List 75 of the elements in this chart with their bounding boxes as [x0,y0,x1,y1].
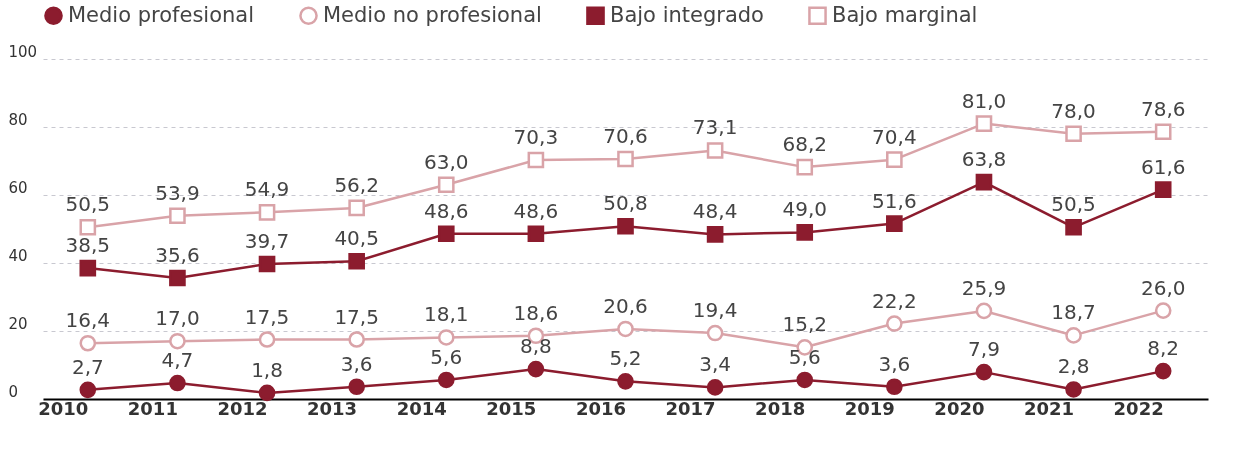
data-label: 63,0 [424,149,469,174]
x-tick-label: 2016 [575,397,626,419]
legend-label: Bajo marginal [832,2,978,27]
data-label: 4,7 [161,348,194,373]
data-label: 70,6 [603,123,648,148]
data-label: 5,6 [788,344,821,369]
data-label: 16,4 [65,308,111,333]
data-label: 50,8 [603,191,648,216]
data-label: 19,4 [692,298,738,323]
x-tick-label: 2012 [217,397,268,419]
data-label: 2,7 [71,354,104,379]
data-label: 17,5 [244,304,290,329]
data-label: 63,8 [961,147,1007,172]
x-tick-label: 2011 [127,397,178,419]
data-label: 68,2 [782,132,827,157]
data-label: 81,0 [961,88,1007,113]
x-tick-label: 2022 [1113,397,1164,419]
data-label: 53,9 [155,180,200,205]
data-label: 5,6 [430,344,463,369]
data-label: 54,9 [244,177,290,202]
data-label: 18,7 [1051,300,1096,325]
x-tick-label: 2015 [486,397,537,419]
data-label: 61,6 [1140,154,1186,179]
data-label: 73,1 [692,115,738,140]
data-label: 51,6 [872,188,917,213]
y-tick-label: 0 [8,382,19,401]
data-label: 48,4 [692,199,738,224]
data-label: 25,9 [961,275,1007,300]
data-label: 56,2 [334,172,379,197]
data-label: 70,4 [872,124,917,149]
data-label: 18,1 [424,302,469,327]
x-tick-label: 2013 [307,397,358,419]
data-label: 8,8 [519,334,552,359]
x-tick-label: 2017 [665,397,716,419]
data-label: 15,2 [782,312,827,337]
data-label: 49,0 [782,197,827,222]
data-label: 48,6 [424,198,469,223]
legend-label: Medio profesional [68,2,255,27]
data-label: 35,6 [155,242,200,267]
x-tick-label: 2010 [38,397,89,419]
data-label: 70,3 [513,124,559,149]
data-label: 5,2 [609,346,642,371]
data-label: 18,6 [513,300,559,325]
x-tick-label: 2014 [396,397,447,419]
data-label: 3,6 [878,351,911,376]
y-tick-label: 60 [8,178,28,197]
y-tick-label: 20 [8,314,28,333]
data-label: 3,4 [699,352,732,377]
legend-label: Bajo integrado [610,2,764,27]
y-tick-label: 100 [8,42,38,61]
data-label: 48,6 [513,198,559,223]
data-label: 50,5 [1051,192,1096,217]
data-label: 8,2 [1147,336,1180,361]
data-label: 17,5 [334,304,379,329]
data-label: 3,6 [340,351,373,376]
data-label: 17,0 [155,306,200,331]
x-tick-label: 2021 [1023,397,1075,419]
legend-label: Medio no profesional [323,2,542,27]
x-tick-label: 2019 [844,397,895,419]
y-tick-label: 40 [8,246,28,265]
data-label: 50,5 [65,192,111,217]
data-label: 38,5 [65,233,111,258]
data-label: 26,0 [1140,275,1186,300]
data-label: 78,6 [1140,96,1186,121]
data-label: 2,8 [1057,354,1090,379]
data-label: 1,8 [251,357,283,382]
y-tick-label: 80 [8,110,28,129]
x-tick-label: 2018 [755,397,806,419]
x-tick-label: 2020 [934,397,985,419]
data-label: 40,5 [334,226,379,251]
data-label: 7,9 [968,337,1000,362]
data-label: 22,2 [872,288,917,313]
data-label: 20,6 [603,293,648,318]
data-label: 78,0 [1051,98,1096,123]
data-label: 39,7 [244,229,290,254]
